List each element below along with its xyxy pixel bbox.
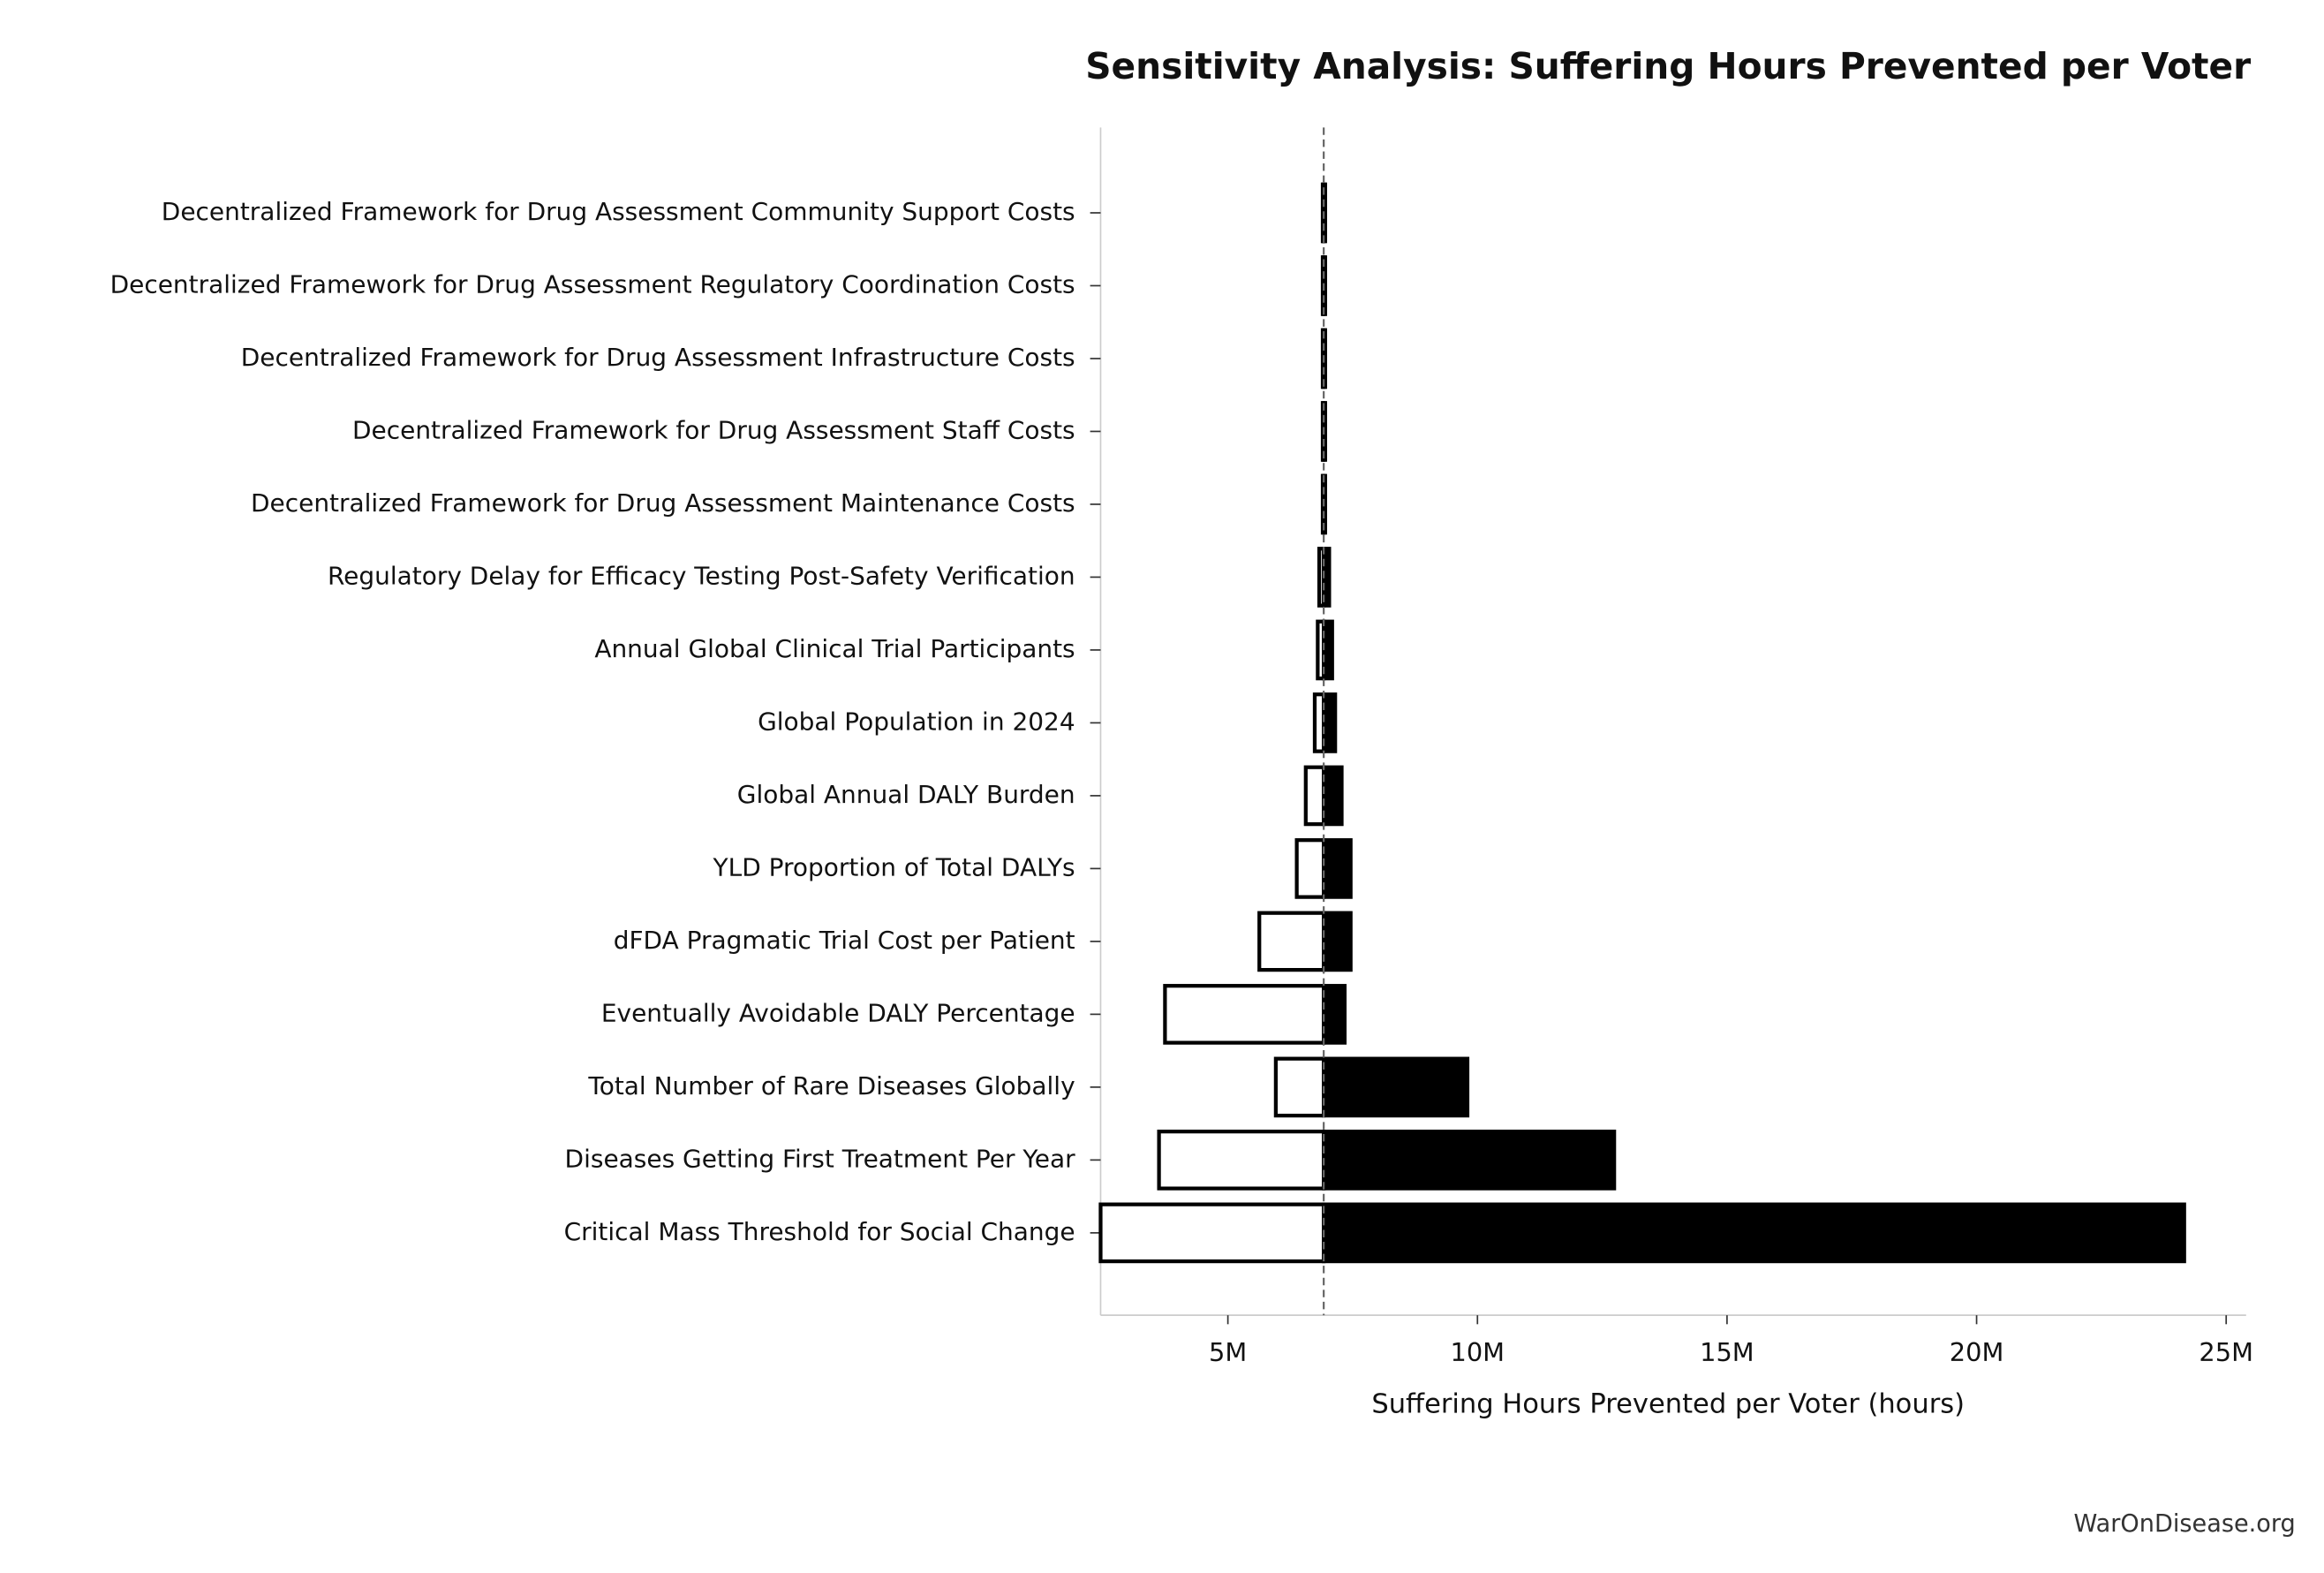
bar [1322, 1202, 2186, 1264]
bar [1322, 619, 1334, 681]
y-tick-label: Decentralized Framework for Drug Assessm… [251, 488, 1075, 518]
bar [1322, 1130, 1617, 1191]
bar [1322, 838, 1353, 899]
y-tick-label: Global Population in 2024 [758, 707, 1075, 736]
y-tick-label: Annual Global Clinical Trial Participant… [594, 634, 1075, 663]
x-tick-label: 15M [1700, 1337, 1754, 1367]
y-tick-label: Eventually Avoidable DALY Percentage [601, 998, 1075, 1027]
y-tick-label: Global Annual DALY Burden [737, 780, 1075, 809]
y-tick-label: Regulatory Delay for Efficacy Testing Po… [328, 561, 1075, 590]
bar [1163, 984, 1326, 1045]
bar [1303, 765, 1326, 827]
y-tick-label: Decentralized Framework for Drug Assessm… [162, 197, 1075, 226]
x-tick-label: 20M [1950, 1337, 2004, 1367]
x-tick-label: 5M [1209, 1337, 1247, 1367]
y-tick-label: Decentralized Framework for Drug Assessm… [241, 343, 1075, 372]
bar [1322, 911, 1353, 972]
y-tick-label: Total Number of Rare Diseases Globally [587, 1071, 1075, 1100]
y-tick-label: Critical Mass Threshold for Social Chang… [564, 1217, 1075, 1246]
bar [1322, 1056, 1470, 1118]
bar [1322, 765, 1344, 827]
y-tick-label: Decentralized Framework for Drug Assessm… [110, 269, 1075, 299]
y-tick-label: Diseases Getting First Treatment Per Yea… [565, 1144, 1076, 1173]
y-tick-label: dFDA Pragmatic Trial Cost per Patient [614, 926, 1075, 955]
bar [1257, 911, 1326, 972]
footer: WarOnDisease.org [2074, 1510, 2296, 1538]
y-tick-label: YLD Proportion of Total DALYs [713, 852, 1075, 881]
chart-title: Sensitivity Analysis: Suffering Hours Pr… [1085, 45, 2251, 87]
y-tick-label: Decentralized Framework for Drug Assessm… [352, 415, 1075, 444]
bar [1322, 692, 1338, 753]
bar [1098, 1202, 1326, 1264]
x-tick-label: 10M [1450, 1337, 1505, 1367]
bar [1294, 838, 1326, 899]
bar [1157, 1130, 1326, 1191]
bar [1322, 984, 1347, 1045]
x-tick-label: 25M [2199, 1337, 2253, 1367]
bar [1273, 1056, 1326, 1118]
x-axis-label: Suffering Hours Prevented per Voter (hou… [1371, 1388, 1965, 1419]
